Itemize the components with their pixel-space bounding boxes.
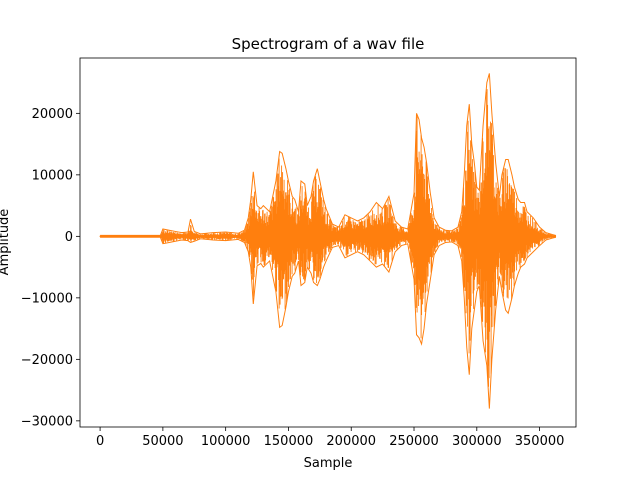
y-axis-label: Amplitude — [0, 209, 12, 276]
waveform-upper-envelope — [100, 73, 557, 236]
y-tick-label: −10000 — [21, 291, 73, 306]
x-tick-label: 300000 — [452, 434, 502, 449]
x-tick-label: 50000 — [142, 434, 183, 449]
series-waveform — [99, 73, 557, 409]
y-tick-label: 20000 — [32, 107, 73, 122]
chart-title: Spectrogram of a wav file — [232, 35, 425, 53]
x-tick-label: 150000 — [264, 434, 314, 449]
waveform-lower-envelope — [100, 236, 557, 409]
x-tick-label: 250000 — [389, 434, 439, 449]
y-tick-label: −30000 — [21, 414, 73, 429]
x-tick-label: 0 — [96, 434, 104, 449]
axes: 0 50000 100000 150000 200000 250000 300000 3500… — [21, 57, 577, 449]
plot-area — [99, 73, 557, 409]
x-tick-label: 200000 — [326, 434, 376, 449]
y-tick-label: −20000 — [21, 353, 73, 368]
x-tick-label: 100000 — [201, 434, 251, 449]
axes-frame — [79, 57, 577, 428]
x-tick-label: 350000 — [515, 434, 565, 449]
x-axis-label: Sample — [304, 456, 353, 471]
y-tick-label: 0 — [65, 230, 73, 245]
y-tick-label: 10000 — [32, 168, 73, 183]
